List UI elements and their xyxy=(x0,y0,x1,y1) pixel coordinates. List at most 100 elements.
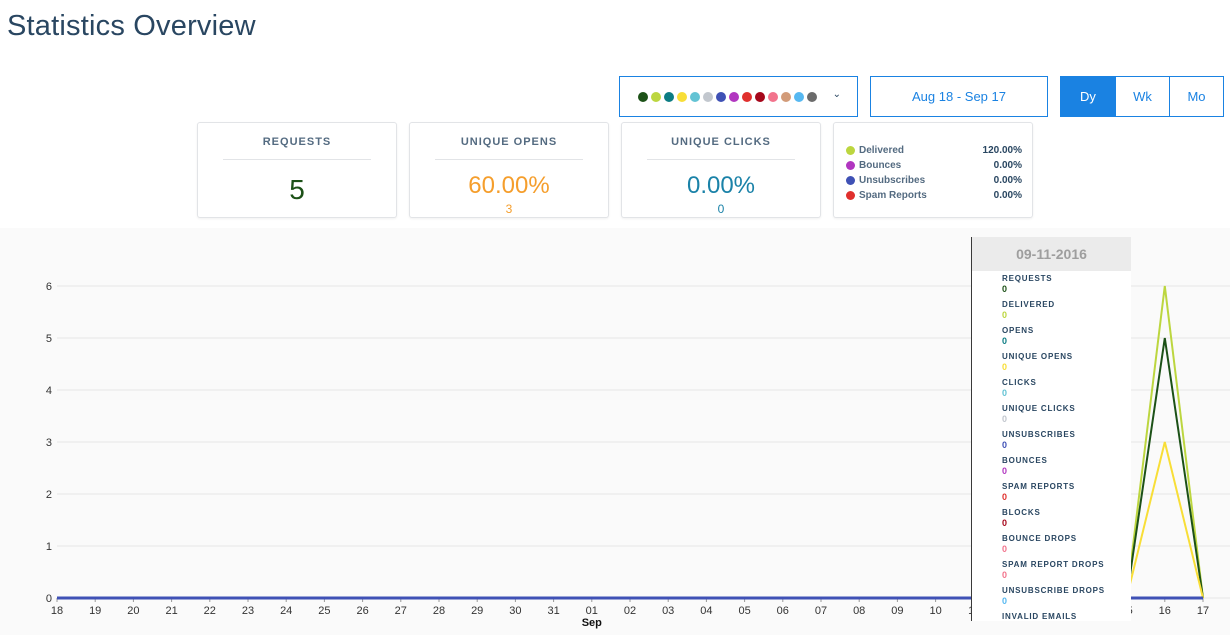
x-tick-label: 22 xyxy=(204,605,216,617)
x-tick-label: 09 xyxy=(891,605,903,617)
tooltip-item-label: UNSUBSCRIBES xyxy=(1002,430,1076,439)
legend-name: Unsubscribes xyxy=(859,175,926,186)
series-dot-12 xyxy=(794,91,804,102)
tooltip-item: DELIVERED 0 xyxy=(1002,299,1131,325)
page-title: Statistics Overview xyxy=(7,10,256,42)
tooltip-date: 09-11-2016 xyxy=(972,237,1131,271)
tooltip-item: BOUNCES 0 xyxy=(1002,455,1131,481)
y-tick-label: 5 xyxy=(46,333,52,345)
period-toggle-group: Dy Wk Mo xyxy=(1060,76,1224,117)
period-week-button[interactable]: Wk xyxy=(1115,77,1169,116)
legend-value: 120.00% xyxy=(982,145,1022,156)
tooltip-item-label: DELIVERED xyxy=(1002,300,1055,309)
legend-dot-icon xyxy=(846,176,855,185)
card-divider xyxy=(223,159,371,160)
series-dot-8 xyxy=(742,91,752,102)
tooltip-item-value: 0 xyxy=(1002,544,1008,554)
y-tick-label: 1 xyxy=(46,541,52,553)
series-dot-13 xyxy=(807,91,817,102)
tooltip-item: BLOCKS 0 xyxy=(1002,507,1131,533)
chart-tooltip: 09-11-2016 REQUESTS 0 DELIVERED 0 OPENS 0 UNIQ… xyxy=(971,237,1131,621)
tooltip-item-label: UNSUBSCRIBE DROPS xyxy=(1002,586,1105,595)
x-month-label: Sep xyxy=(582,617,602,629)
period-month-button[interactable]: Mo xyxy=(1169,77,1223,116)
series-dot-3 xyxy=(677,91,687,102)
x-tick-label: 10 xyxy=(929,605,941,617)
tooltip-item-value: 0 xyxy=(1002,492,1008,502)
tooltip-item-label: UNIQUE CLICKS xyxy=(1002,404,1076,413)
x-tick-label: 07 xyxy=(815,605,827,617)
tooltip-item-value: 0 xyxy=(1002,440,1008,450)
tooltip-item-value: 0 xyxy=(1002,388,1008,398)
tooltip-item: UNIQUE OPENS 0 xyxy=(1002,351,1131,377)
series-dot-6 xyxy=(716,91,726,102)
period-day-button[interactable]: Dy xyxy=(1061,77,1115,116)
series-selector-dropdown[interactable]: ⌄ xyxy=(619,76,858,117)
x-tick-label: 18 xyxy=(51,605,63,617)
tooltip-item-value: 0 xyxy=(1002,518,1008,528)
unique-opens-label: UNIQUE OPENS xyxy=(460,136,558,148)
requests-value: 5 xyxy=(289,174,305,205)
x-tick-label: 30 xyxy=(509,605,521,617)
x-tick-label: 31 xyxy=(547,605,559,617)
tooltip-item-value: 0 xyxy=(1002,414,1008,424)
series-dot-5 xyxy=(703,91,713,102)
x-tick-label: 03 xyxy=(662,605,674,617)
x-tick-label: 06 xyxy=(777,605,789,617)
tooltip-item-value: 0 xyxy=(1002,596,1008,606)
card-divider xyxy=(435,159,583,160)
series-dot-9 xyxy=(755,91,765,102)
y-tick-label: 2 xyxy=(46,489,52,501)
y-tick-label: 6 xyxy=(46,281,52,293)
x-tick-label: 02 xyxy=(624,605,636,617)
tooltip-item: OPENS 0 xyxy=(1002,325,1131,351)
tooltip-item-label: CLICKS xyxy=(1002,378,1037,387)
legend-value: 0.00% xyxy=(993,190,1022,201)
series-dot-10 xyxy=(768,91,778,102)
x-tick-label: 29 xyxy=(471,605,483,617)
legend-dot-icon xyxy=(846,161,855,170)
x-tick-label: 23 xyxy=(242,605,254,617)
legend-value: 0.00% xyxy=(993,175,1022,186)
tooltip-item-label: BOUNCES xyxy=(1002,456,1048,465)
unique-opens-count: 3 xyxy=(505,202,513,216)
unique-clicks-percent: 0.00% xyxy=(686,172,756,199)
tooltip-item-label: BOUNCE DROPS xyxy=(1002,534,1077,543)
x-tick-label: 16 xyxy=(1159,605,1171,617)
x-tick-label: 05 xyxy=(738,605,750,617)
unique-clicks-label: UNIQUE CLICKS xyxy=(671,136,771,148)
tooltip-item-label: INVALID EMAILS xyxy=(1002,612,1078,621)
series-dot-11 xyxy=(781,91,791,102)
tooltip-item: BOUNCE DROPS 0 xyxy=(1002,533,1131,559)
y-tick-label: 4 xyxy=(46,385,52,397)
requests-label: REQUESTS xyxy=(262,136,332,148)
x-tick-label: 17 xyxy=(1197,605,1209,617)
tooltip-items: REQUESTS 0 DELIVERED 0 OPENS 0 UNIQUE OPENS 0 CL… xyxy=(972,271,1131,621)
tooltip-item-label: BLOCKS xyxy=(1002,508,1041,517)
card-divider xyxy=(647,159,795,160)
tooltip-item-value: 0 xyxy=(1002,336,1008,346)
unique-opens-percent: 60.00% xyxy=(468,172,550,199)
requests-card: REQUESTS 5 xyxy=(197,122,397,218)
tooltip-item-value: 0 xyxy=(1002,362,1008,372)
unique-opens-card: UNIQUE OPENS 60.00% 3 xyxy=(409,122,609,218)
legend-name: Delivered xyxy=(859,145,905,156)
legend-row-bounces: Bounces 0.00% xyxy=(846,158,1022,173)
tooltip-item-label: OPENS xyxy=(1002,326,1035,335)
y-tick-label: 3 xyxy=(46,437,52,449)
legend-row-unsubscribes: Unsubscribes 0.00% xyxy=(846,173,1022,188)
x-tick-label: 19 xyxy=(89,605,101,617)
x-tick-label: 26 xyxy=(356,605,368,617)
tooltip-item-value: 0 xyxy=(1002,570,1008,580)
tooltip-item: SPAM REPORTS 0 xyxy=(1002,481,1131,507)
tooltip-item-value: 0 xyxy=(1002,310,1008,320)
x-tick-label: 24 xyxy=(280,605,292,617)
tooltip-item: REQUESTS 0 xyxy=(1002,273,1131,299)
x-tick-label: 20 xyxy=(127,605,139,617)
legend-dot-icon xyxy=(846,146,855,155)
unique-clicks-count: 0 xyxy=(717,202,725,216)
legend-dot-icon xyxy=(846,191,855,200)
x-tick-label: 25 xyxy=(318,605,330,617)
date-range-picker[interactable]: Aug 18 - Sep 17 xyxy=(870,76,1048,117)
tooltip-item-label: SPAM REPORT DROPS xyxy=(1002,560,1105,569)
